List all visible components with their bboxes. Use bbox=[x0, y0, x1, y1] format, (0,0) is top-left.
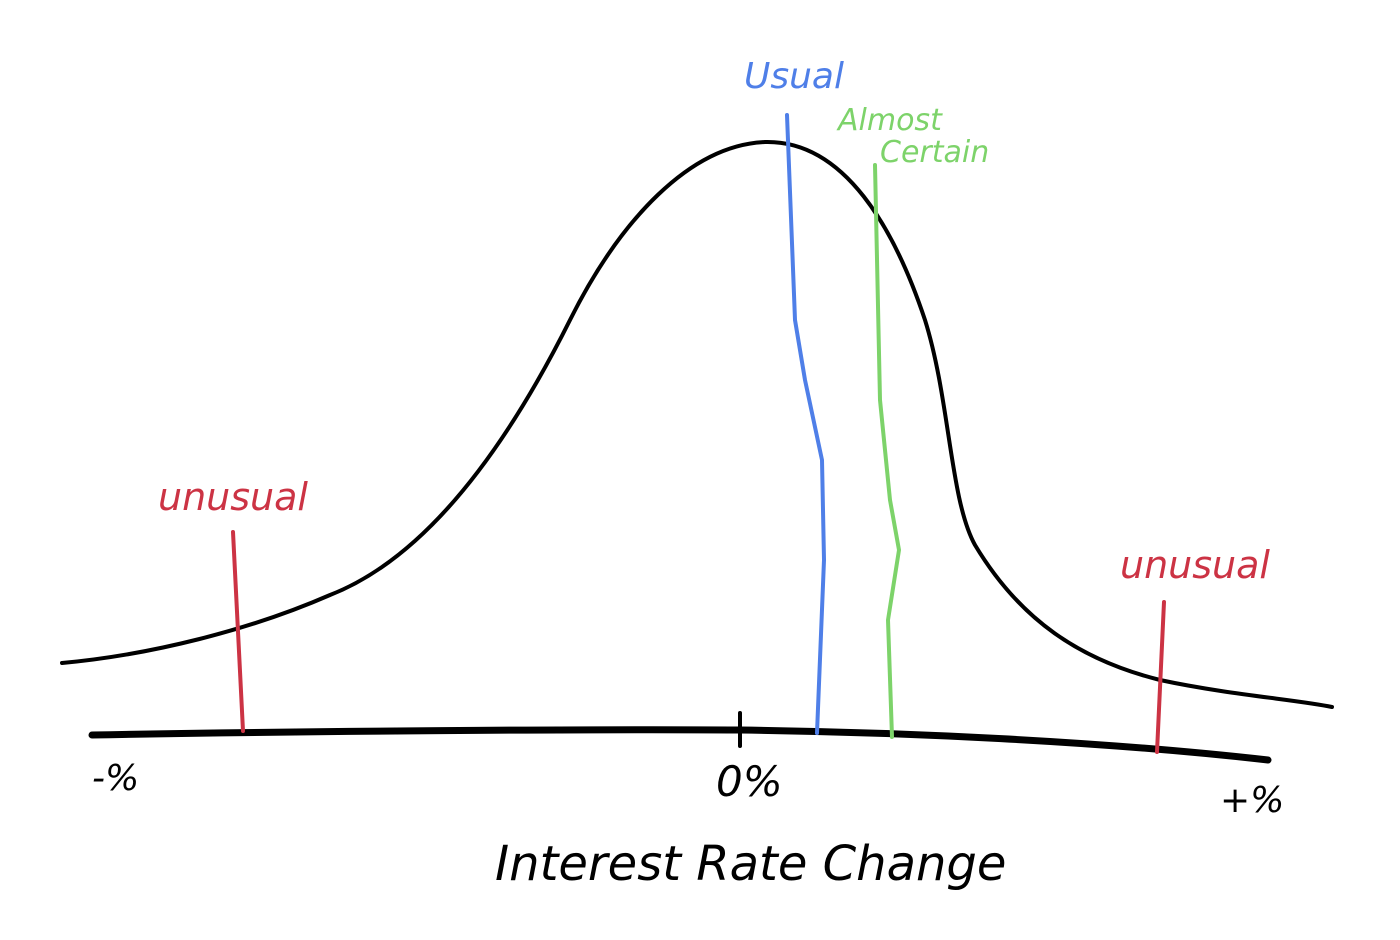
usual-label: Usual bbox=[744, 56, 844, 97]
certain-label: Certain bbox=[880, 135, 989, 170]
unusual-left-line bbox=[231, 530, 245, 733]
x-axis-title: Interest Rate Change bbox=[495, 836, 1006, 892]
x-tick-label-positive: +% bbox=[1220, 780, 1284, 821]
x-tick-label-zero: 0% bbox=[716, 757, 783, 806]
almost-certain-line bbox=[873, 163, 901, 739]
unusual-right-label: unusual bbox=[1120, 543, 1270, 587]
usual-line bbox=[785, 113, 826, 735]
unusual-left-label: unusual bbox=[158, 475, 308, 519]
unusual-right-line bbox=[1155, 600, 1166, 754]
x-tick-label-negative: -% bbox=[92, 758, 139, 799]
almost-label: Almost bbox=[836, 103, 943, 138]
x-axis-line bbox=[88, 726, 1272, 764]
bell-curve bbox=[60, 139, 1334, 709]
